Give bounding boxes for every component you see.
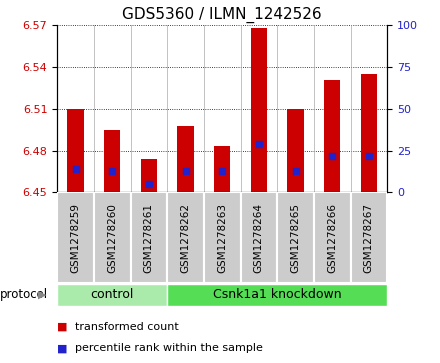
Bar: [241, 192, 277, 283]
Text: GSM1278260: GSM1278260: [107, 203, 117, 273]
Text: GSM1278264: GSM1278264: [254, 203, 264, 273]
Text: GSM1278263: GSM1278263: [217, 203, 227, 273]
Bar: [324, 80, 341, 192]
Bar: [141, 159, 157, 192]
Bar: [167, 192, 204, 283]
Bar: [167, 284, 387, 306]
Text: control: control: [91, 289, 134, 301]
Bar: [351, 192, 387, 283]
Text: Csnk1a1 knockdown: Csnk1a1 knockdown: [213, 289, 341, 301]
Text: GSM1278259: GSM1278259: [70, 203, 81, 273]
Bar: [361, 74, 377, 192]
Text: ▶: ▶: [37, 290, 46, 300]
Text: GSM1278267: GSM1278267: [364, 203, 374, 273]
Text: protocol: protocol: [0, 289, 48, 301]
Bar: [57, 284, 167, 306]
Text: ■: ■: [57, 343, 68, 354]
Text: GSM1278262: GSM1278262: [180, 203, 191, 273]
Bar: [314, 192, 351, 283]
Bar: [94, 192, 131, 283]
Text: GSM1278266: GSM1278266: [327, 203, 337, 273]
Bar: [287, 109, 304, 192]
Bar: [251, 28, 267, 192]
Bar: [104, 130, 121, 192]
Bar: [67, 109, 84, 192]
Bar: [204, 192, 241, 283]
Bar: [131, 192, 167, 283]
Text: percentile rank within the sample: percentile rank within the sample: [75, 343, 263, 354]
Bar: [57, 192, 94, 283]
Bar: [177, 126, 194, 192]
Text: GSM1278261: GSM1278261: [144, 203, 154, 273]
Bar: [277, 192, 314, 283]
Text: ■: ■: [57, 322, 68, 332]
Bar: [214, 147, 231, 192]
Text: transformed count: transformed count: [75, 322, 179, 332]
Text: GSM1278265: GSM1278265: [290, 203, 301, 273]
Title: GDS5360 / ILMN_1242526: GDS5360 / ILMN_1242526: [122, 7, 322, 23]
